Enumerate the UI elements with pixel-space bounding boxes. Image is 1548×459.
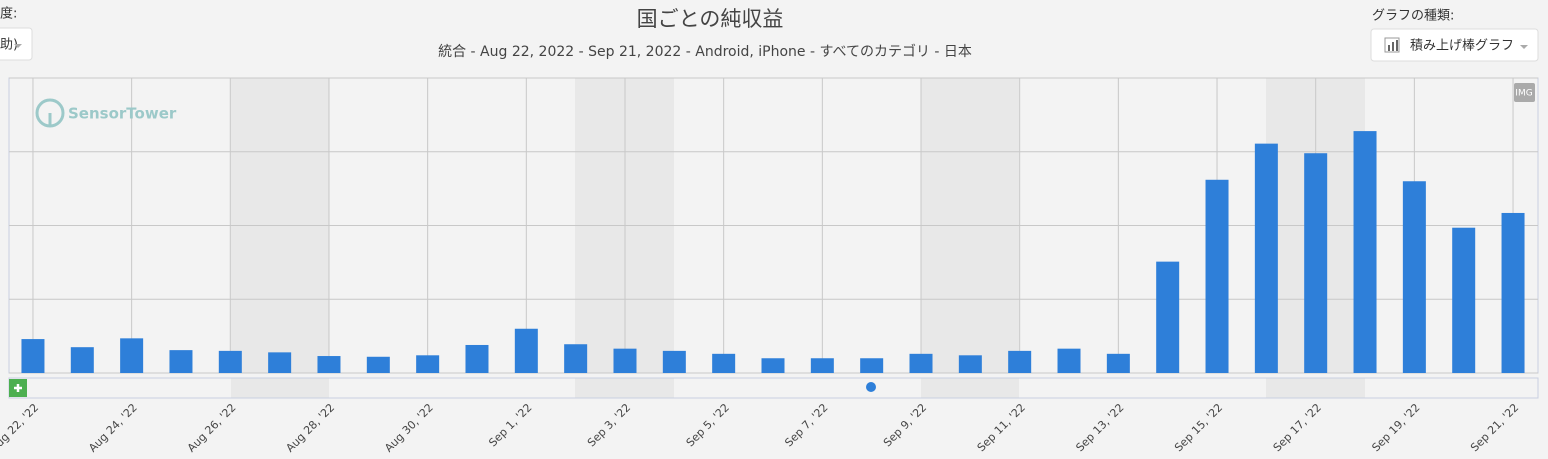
bar bbox=[712, 353, 736, 373]
bar bbox=[169, 350, 193, 373]
bar bbox=[613, 348, 637, 373]
bar bbox=[465, 344, 489, 373]
dropdown-arrow bbox=[1520, 45, 1528, 49]
x-tick-label: Sep 11, '22 bbox=[975, 401, 1028, 454]
navigator-handle[interactable] bbox=[866, 382, 876, 392]
bar bbox=[1156, 261, 1180, 373]
chart-title: 国ごとの純収益 bbox=[637, 7, 784, 31]
bar bbox=[514, 328, 538, 373]
bar bbox=[1057, 348, 1081, 373]
bar bbox=[860, 358, 884, 373]
x-tick-label: Aug 28, '22 bbox=[283, 401, 337, 455]
bar bbox=[317, 356, 341, 373]
x-tick-label: Aug 26, '22 bbox=[185, 401, 239, 455]
x-tick-label: Sep 13, '22 bbox=[1073, 401, 1126, 454]
bar bbox=[958, 355, 982, 373]
chart-type-select[interactable] bbox=[1370, 28, 1539, 62]
chart-subtitle: 統合 - Aug 22, 2022 - Sep 21, 2022 - Andro… bbox=[438, 43, 972, 60]
bar bbox=[21, 339, 45, 373]
bar bbox=[1205, 179, 1229, 373]
plus-icon bbox=[14, 384, 22, 392]
bar bbox=[1501, 212, 1525, 373]
bar bbox=[1106, 353, 1130, 373]
bar bbox=[810, 358, 834, 373]
chart-type-label: グラフの種類: bbox=[1372, 8, 1454, 24]
x-tick-label: Sep 9, '22 bbox=[881, 401, 929, 449]
bar bbox=[1353, 131, 1377, 373]
chart-type-text: 積み上げ棒グラフ bbox=[1410, 39, 1514, 54]
left-label: 度: bbox=[0, 6, 17, 22]
bar bbox=[70, 347, 94, 373]
export-button[interactable] bbox=[1514, 83, 1535, 102]
dropdown-arrow bbox=[14, 44, 22, 48]
grid bbox=[9, 77, 1538, 374]
left-select-text: 助) bbox=[0, 38, 18, 53]
bar bbox=[1452, 227, 1476, 373]
x-tick-label: Sep 7, '22 bbox=[782, 401, 830, 449]
bar bbox=[218, 350, 242, 373]
x-tick-label: Sep 15, '22 bbox=[1172, 401, 1225, 454]
bars bbox=[21, 131, 1525, 373]
bar bbox=[416, 355, 440, 373]
export-text: IMG bbox=[1515, 89, 1532, 99]
chart-type-icon bbox=[1384, 37, 1400, 53]
bar bbox=[1008, 350, 1032, 373]
watermark: SensorTower bbox=[68, 105, 177, 123]
bar bbox=[909, 353, 933, 373]
bar bbox=[120, 338, 144, 373]
watermark-logo bbox=[35, 98, 65, 128]
x-tick-label: Sep 21, '22 bbox=[1468, 401, 1521, 454]
x-tick-label: Sep 17, '22 bbox=[1271, 401, 1324, 454]
bar bbox=[761, 358, 785, 373]
bar bbox=[662, 350, 686, 373]
x-tick-label: Sep 3, '22 bbox=[585, 401, 633, 449]
x-tick-label: Sep 5, '22 bbox=[684, 401, 732, 449]
bar bbox=[1254, 143, 1278, 373]
bar bbox=[366, 356, 390, 373]
bar bbox=[564, 344, 588, 373]
x-tick-label: Aug 24, '22 bbox=[86, 401, 140, 455]
bar bbox=[1304, 153, 1328, 373]
x-axis: Aug 22, '22 Aug 24, '22 Aug 26, '22 Aug 28,… bbox=[0, 401, 1521, 455]
bar bbox=[268, 352, 292, 373]
x-tick-label: Aug 30, '22 bbox=[382, 401, 436, 455]
bar bbox=[1402, 181, 1426, 373]
x-tick-label: Sep 1, '22 bbox=[486, 401, 534, 449]
x-tick-label: Aug 22, '22 bbox=[0, 401, 41, 455]
x-tick-label: Sep 19, '22 bbox=[1369, 401, 1422, 454]
